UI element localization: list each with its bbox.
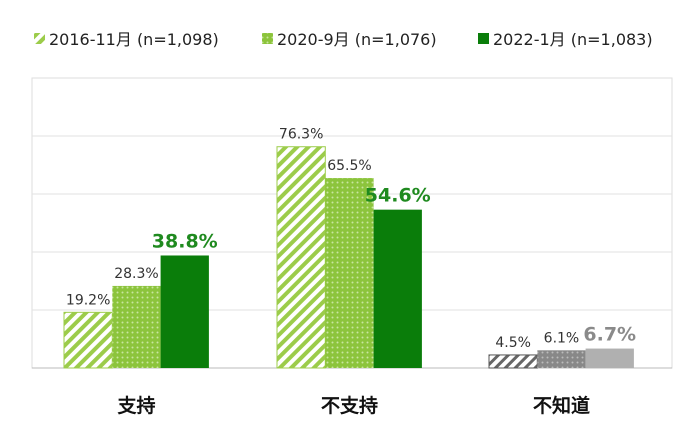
bar (112, 285, 161, 368)
legend-label: 2022-1月 (n=1,083) (493, 30, 653, 49)
data-label: 4.5% (495, 335, 531, 351)
bar (537, 350, 586, 368)
data-label: 6.1% (544, 330, 580, 346)
bar (160, 255, 209, 368)
data-label: 6.7% (583, 324, 636, 346)
data-label: 54.6% (365, 185, 431, 207)
data-label: 76.3% (279, 127, 323, 143)
category-label: 不支持 (321, 394, 378, 417)
bar (585, 348, 634, 368)
legend-label: 2020-9月 (n=1,076) (277, 30, 437, 49)
data-label: 19.2% (66, 292, 110, 308)
data-label: 38.8% (152, 230, 218, 252)
bar (373, 209, 422, 368)
category-label: 支持 (116, 394, 155, 417)
bar (63, 311, 113, 369)
bar (488, 354, 538, 369)
bar (276, 146, 326, 369)
legend-swatch (478, 33, 489, 44)
data-label: 28.3% (114, 266, 158, 282)
category-label: 不知道 (533, 394, 590, 417)
data-label: 65.5% (327, 158, 371, 174)
legend-label: 2016-11月 (n=1,098) (49, 30, 219, 49)
bar (325, 178, 374, 368)
legend-swatch (262, 33, 273, 44)
legend-swatch (34, 33, 45, 44)
legend: 2016-11月 (n=1,098) 2020-9月 (n=1,076) 2022-… (34, 30, 653, 49)
